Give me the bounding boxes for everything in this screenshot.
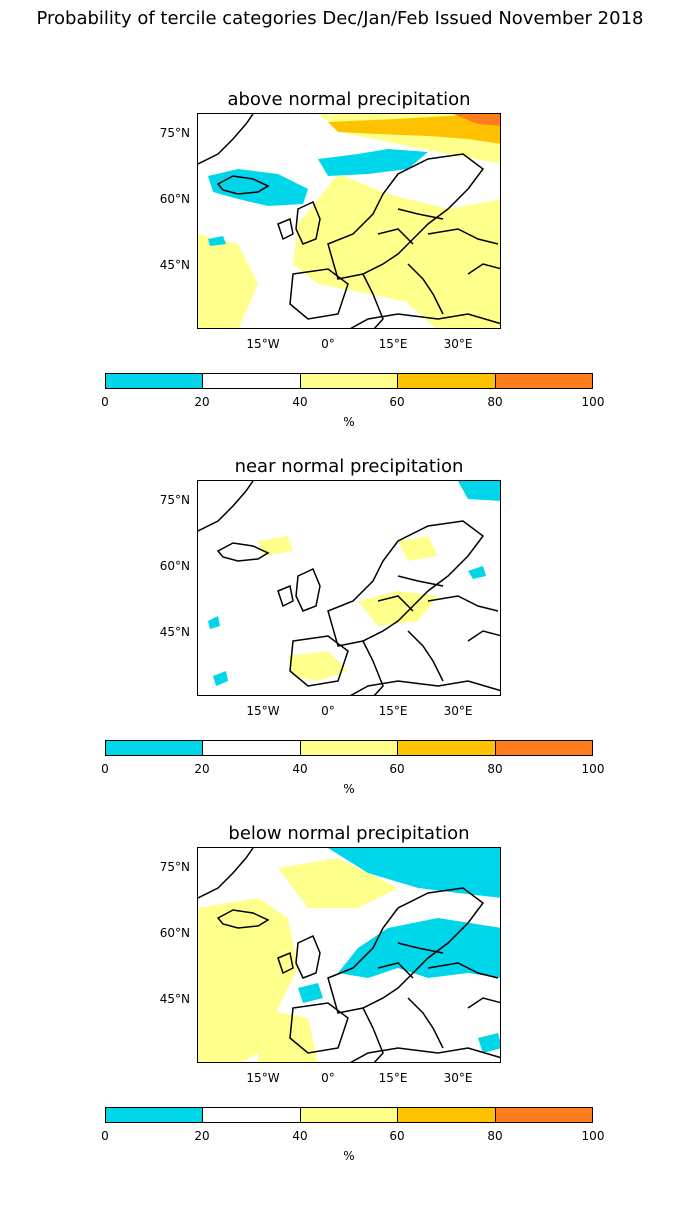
- colorbar-bin-20-40: [202, 374, 300, 388]
- colorbar-bin-20-40: [202, 1108, 300, 1122]
- colorbar-bin-0-20: [106, 374, 203, 388]
- lon-label: 15°W: [246, 337, 280, 351]
- lon-label: 15°W: [246, 704, 280, 718]
- colorbar-tick: 20: [194, 762, 210, 776]
- colorbar-tick: 100: [581, 395, 605, 409]
- colorbar-tick: 20: [194, 1129, 210, 1143]
- colorbar-tick: 0: [101, 395, 109, 409]
- colorbar: [105, 373, 593, 389]
- lon-label: 15°W: [246, 1071, 280, 1085]
- colorbar-bin-40-60: [299, 374, 398, 388]
- lat-label: 75°N: [159, 493, 190, 507]
- colorbar-unit: %: [343, 1149, 355, 1163]
- colorbar-tick: 60: [389, 395, 405, 409]
- panel-title: below normal precipitation: [228, 823, 470, 844]
- colorbar-tick: 80: [487, 1129, 503, 1143]
- lon-label: 15°E: [378, 704, 408, 718]
- colorbar-bin-60-80: [397, 741, 495, 755]
- colorbar: [105, 1107, 593, 1123]
- colorbar-bin-40-60: [299, 741, 398, 755]
- lon-label: 0°: [321, 1071, 335, 1085]
- map-below: [197, 847, 501, 1063]
- lat-label: 45°N: [159, 258, 190, 272]
- lat-label: 45°N: [159, 625, 190, 639]
- colorbar-tick: 40: [292, 762, 308, 776]
- lat-label: 75°N: [159, 126, 190, 140]
- lat-label: 75°N: [159, 860, 190, 874]
- colorbar-bin-0-20: [106, 1108, 203, 1122]
- colorbar-tick: 20: [194, 395, 210, 409]
- panel-title: near normal precipitation: [234, 456, 464, 477]
- lon-label: 15°E: [378, 337, 408, 351]
- lat-label: 60°N: [159, 192, 190, 206]
- map-above: [197, 113, 501, 329]
- colorbar-bin-0-20: [106, 741, 203, 755]
- lon-label: 0°: [321, 337, 335, 351]
- colorbar-tick: 100: [581, 762, 605, 776]
- colorbar-bin-80-100: [494, 374, 593, 388]
- colorbar-bin-20-40: [202, 741, 300, 755]
- lon-label: 30°E: [443, 1071, 473, 1085]
- figure-title: Probability of tercile categories Dec/Ja…: [36, 8, 644, 29]
- lon-label: 15°E: [378, 1071, 408, 1085]
- lat-label: 45°N: [159, 992, 190, 1006]
- panel-title: above normal precipitation: [227, 89, 471, 110]
- colorbar-tick: 40: [292, 1129, 308, 1143]
- lat-label: 60°N: [159, 559, 190, 573]
- colorbar-bin-60-80: [397, 1108, 495, 1122]
- lon-label: 30°E: [443, 704, 473, 718]
- colorbar-bin-60-80: [397, 374, 495, 388]
- colorbar-bin-80-100: [494, 741, 593, 755]
- colorbar-unit: %: [343, 782, 355, 796]
- colorbar-tick: 0: [101, 762, 109, 776]
- colorbar-tick: 100: [581, 1129, 605, 1143]
- lon-label: 0°: [321, 704, 335, 718]
- lon-label: 30°E: [443, 337, 473, 351]
- panel-above: above normal precipitation: [0, 89, 680, 473]
- panel-below: below normal precipitation: [0, 823, 680, 1207]
- colorbar-tick: 40: [292, 395, 308, 409]
- colorbar-tick: 0: [101, 1129, 109, 1143]
- colorbar-tick: 60: [389, 1129, 405, 1143]
- panel-near: near normal precipitation: [0, 456, 680, 840]
- map-near: [197, 480, 501, 696]
- colorbar-tick: 80: [487, 395, 503, 409]
- colorbar-bin-40-60: [299, 1108, 398, 1122]
- colorbar-tick: 80: [487, 762, 503, 776]
- colorbar: [105, 740, 593, 756]
- colorbar-bin-80-100: [494, 1108, 593, 1122]
- lat-label: 60°N: [159, 926, 190, 940]
- colorbar-unit: %: [343, 415, 355, 429]
- colorbar-tick: 60: [389, 762, 405, 776]
